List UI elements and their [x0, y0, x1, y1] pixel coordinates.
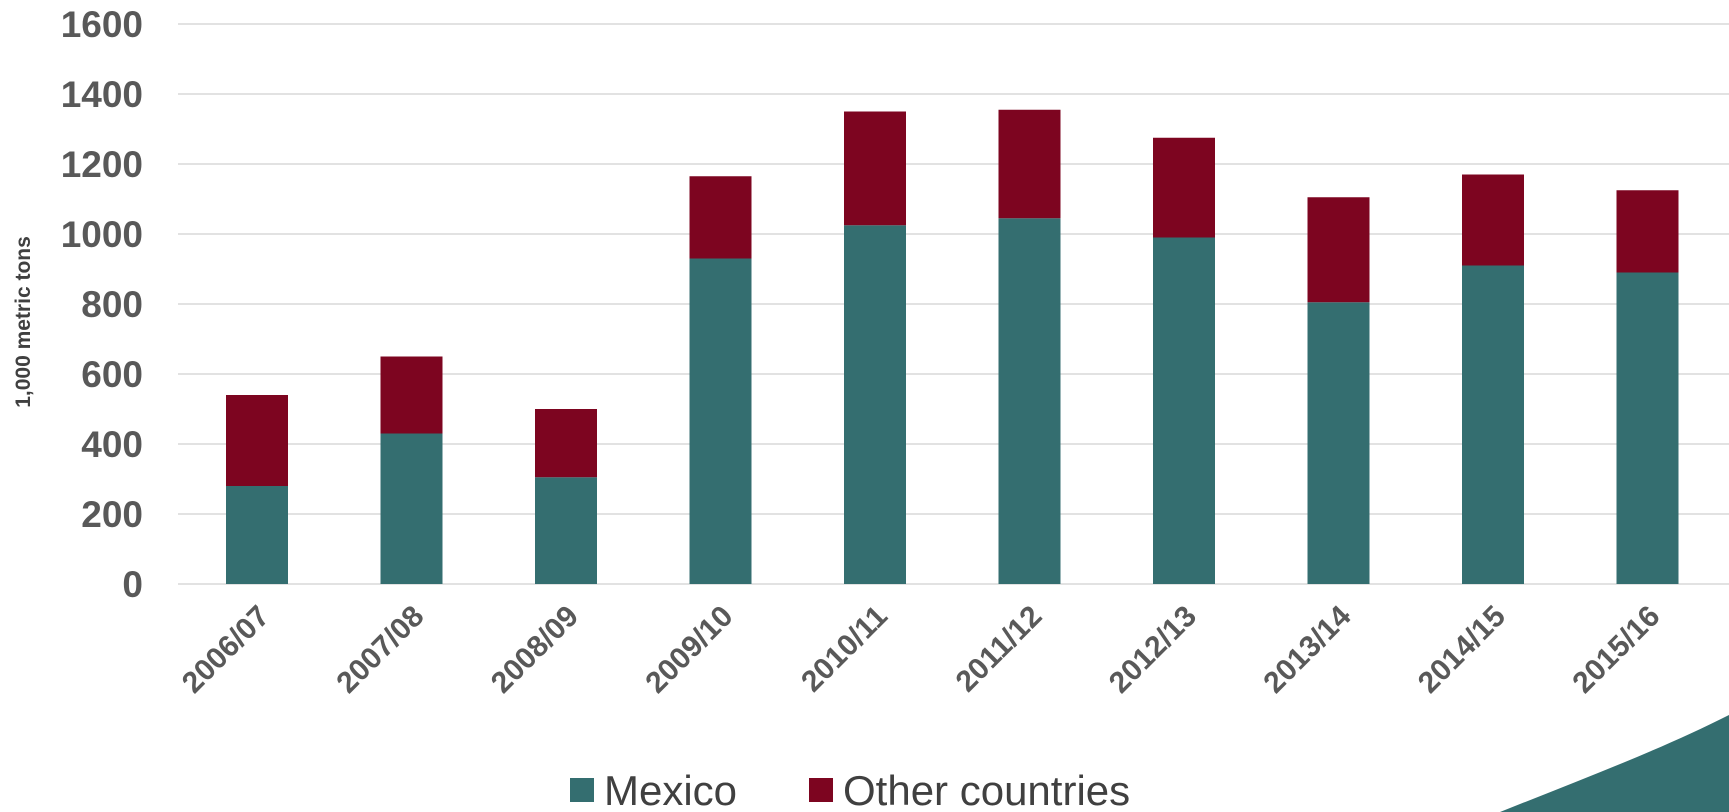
legend: Mexico Other countries: [570, 767, 1130, 812]
y-tick-label: 1200: [61, 144, 143, 185]
x-tick-label: 2008/09: [485, 600, 585, 700]
x-tick-label: 2007/08: [330, 600, 430, 700]
bars: [226, 109, 1679, 584]
y-tick-label: 1400: [61, 74, 143, 115]
x-tick-label: 2006/07: [176, 600, 276, 700]
bar-mexico: [1616, 272, 1679, 584]
y-axis-title: 1,000 metric tons: [12, 236, 35, 408]
legend-label-mexico: Mexico: [604, 767, 737, 812]
x-tick-label: 2013/14: [1257, 599, 1357, 699]
x-tick-label: 2014/15: [1412, 600, 1512, 700]
y-tick-label: 800: [81, 284, 143, 325]
bar-other-countries: [1307, 197, 1370, 303]
y-tick-label: 400: [81, 424, 143, 465]
x-tick-label: 2010/11: [795, 600, 894, 699]
x-axis-ticks: 2006/07 2007/08 2008/09 2009/10 2010/11 2011/…: [176, 599, 1667, 699]
bar-other-countries: [1153, 137, 1215, 238]
bar-other-countries: [689, 176, 752, 259]
bar-other-countries: [998, 109, 1061, 219]
bar-mexico: [844, 225, 906, 584]
bar-mexico: [1462, 265, 1524, 584]
y-axis-ticks: 0 200 400 600 800 1000 1200 1400 1600: [61, 4, 143, 605]
y-tick-label: 1600: [61, 4, 143, 45]
bar-mexico: [998, 218, 1061, 584]
bar-other-countries: [1616, 190, 1679, 273]
bar-mexico: [1307, 302, 1370, 584]
x-tick-label: 2011/12: [950, 600, 1049, 699]
legend-swatch-other-countries: [809, 778, 833, 802]
bar-other-countries: [380, 356, 443, 434]
x-tick-label: 2015/16: [1566, 600, 1666, 700]
y-tick-label: 200: [81, 494, 143, 535]
legend-label-other-countries: Other countries: [843, 767, 1130, 812]
bar-other-countries: [1462, 174, 1524, 266]
bar-mexico: [380, 433, 443, 584]
bar-mexico: [1153, 237, 1215, 584]
bar-mexico: [535, 477, 597, 584]
bar-mexico: [226, 486, 288, 584]
x-tick-label: 2012/13: [1103, 600, 1203, 700]
y-tick-label: 600: [81, 354, 143, 395]
bar-mexico: [689, 258, 752, 584]
bar-other-countries: [535, 409, 597, 478]
bar-other-countries: [226, 395, 288, 486]
y-tick-label: 1000: [61, 214, 143, 255]
x-tick-label: 2009/10: [639, 600, 739, 700]
bar-other-countries: [844, 111, 906, 226]
y-tick-label: 0: [122, 564, 143, 605]
legend-swatch-mexico: [570, 778, 594, 802]
corner-swoosh-decoration: [1500, 715, 1729, 812]
